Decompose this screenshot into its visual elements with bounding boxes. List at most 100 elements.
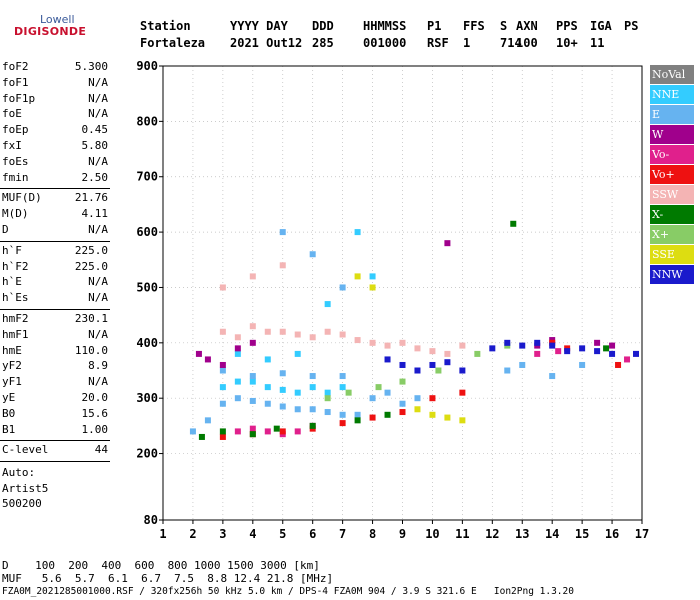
data-point-ssw [309, 334, 316, 341]
data-point-vo- [234, 428, 241, 435]
param-key: yF2 [2, 359, 22, 373]
data-point-ssw [369, 339, 376, 346]
data-point-x- [603, 345, 610, 352]
data-point-e [309, 406, 316, 413]
param-g1: foF1p N/A [2, 92, 108, 108]
data-point-ssw [414, 345, 421, 352]
plot-frame [162, 65, 643, 521]
data-point-nnw [489, 345, 496, 352]
data-point-ssw [384, 342, 391, 349]
header-row1-cell: Station [140, 19, 191, 33]
data-point-nnw [609, 350, 616, 357]
param-key: fxI [2, 139, 22, 152]
data-point-nne [264, 384, 271, 391]
data-point-x- [399, 378, 406, 385]
data-point-e [279, 370, 286, 377]
data-point-sse [369, 284, 376, 291]
data-point-e [399, 400, 406, 407]
param-g2: M(D) 4.11 [2, 207, 108, 223]
data-point-nnw [579, 345, 586, 352]
param-g2: D N/A [2, 223, 108, 239]
data-point-vo- [219, 433, 226, 440]
data-point-ssw [249, 323, 256, 330]
data-point-x- [219, 428, 226, 435]
data-point-nne [354, 229, 361, 236]
param-value: N/A [88, 291, 108, 305]
data-point-nnw [444, 359, 451, 366]
param-key: D [2, 223, 9, 236]
data-point-nne [249, 378, 256, 385]
data-point-ssw [444, 350, 451, 357]
header-row1-cell: PPS [556, 19, 578, 33]
ionogram-chart: 1 2 3 4 5 6 7 8 9 10 11 12 13 14 15 16 17802003004005006… [136, 59, 649, 541]
param-key: h`F [2, 243, 22, 257]
x-tick-label: 11 [455, 527, 469, 541]
data-point-vo- [369, 414, 376, 421]
param-g1: foEp 0.45 [2, 123, 108, 139]
header-row2-cell: 2021 Out12 [230, 36, 303, 50]
param-g1: fxI 5.80 [2, 139, 108, 155]
param-g3: h`F 225.0 [2, 244, 108, 260]
data-point-e [504, 367, 511, 374]
data-point-x- [345, 389, 352, 396]
data-point-e [189, 428, 196, 435]
data-point-x- [249, 431, 256, 438]
param-key: hmE [2, 343, 22, 357]
header-row1-cell: YYYY DAY [230, 19, 288, 33]
x-tick-label: 17 [635, 527, 649, 541]
param-g4: B0 15.6 [2, 407, 108, 423]
param-g4: yE 20.0 [2, 391, 108, 407]
param-key: h`F2 [2, 259, 29, 273]
param-value: 225.0 [74, 259, 108, 273]
data-point-vo- [555, 348, 562, 355]
param-g2: MUF(D) 21.76 [2, 191, 108, 207]
auto-label: 500200 [2, 497, 42, 511]
data-point-e [519, 361, 526, 368]
separator [0, 461, 110, 463]
legend-item: NNW [650, 265, 694, 284]
data-point-nne [309, 384, 316, 391]
data-point-w [204, 356, 211, 363]
logo-lowell: Lowell [40, 13, 75, 26]
y-tick-label: 80 [144, 513, 158, 527]
separator [0, 309, 110, 310]
separator [0, 240, 110, 242]
data-point-e [309, 251, 316, 258]
x-tick-label: 14 [545, 527, 559, 541]
data-point-vo- [429, 395, 436, 402]
data-point-vo- [264, 428, 271, 435]
data-point-w [249, 339, 256, 346]
param-key: hmF1 [2, 327, 29, 341]
param-key: C-level [2, 443, 49, 457]
param-key: M(D) [2, 207, 29, 221]
header-row2-cell: RSF [427, 36, 449, 50]
param-value: 21.76 [74, 191, 108, 205]
data-point-nnw [384, 356, 391, 363]
data-point-e [294, 406, 301, 413]
param-value: N/A [88, 75, 108, 89]
param-key: yE [2, 391, 16, 404]
x-tick-label: 8 [369, 527, 376, 541]
y-tick-label: 400 [136, 336, 158, 350]
header-row2-cell: 10+ [556, 36, 578, 50]
data-point-e [279, 403, 286, 410]
param-value: N/A [88, 327, 108, 341]
header-row1-cell: P1 [427, 19, 442, 33]
data-point-nnw [414, 367, 421, 374]
header-row1-cell: S [500, 19, 508, 33]
data-point-x- [510, 220, 517, 227]
data-point-e [354, 411, 361, 418]
data-point-nne [294, 350, 301, 357]
x-tick-label: 1 [159, 527, 166, 541]
data-point-ssw [459, 342, 466, 349]
data-point-e [279, 229, 286, 236]
y-tick-label: 800 [136, 114, 158, 128]
y-tick-label: 600 [136, 225, 158, 239]
data-point-ssw [279, 328, 286, 335]
param-g4: hmE 110.0 [2, 344, 108, 360]
data-point-ssw [249, 273, 256, 280]
legend-item: NoVal [650, 65, 694, 84]
separator [0, 188, 110, 190]
header-row2-cell: 11 [590, 36, 605, 50]
data-point-x- [273, 425, 280, 432]
